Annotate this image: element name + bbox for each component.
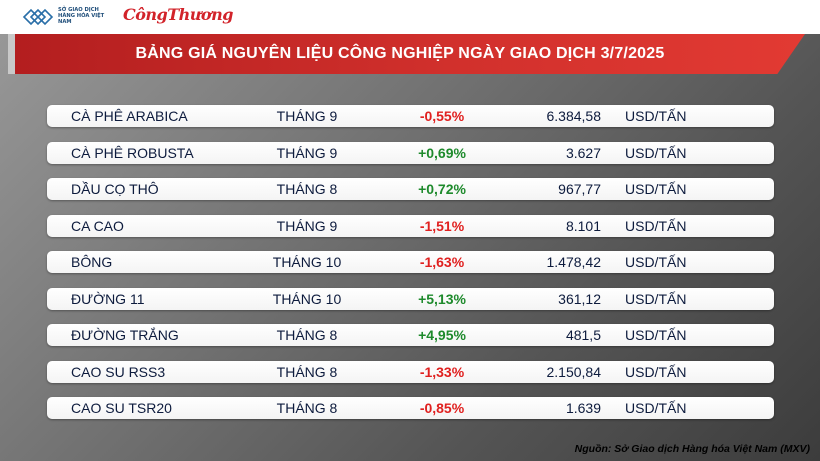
commodity-name: CAO SU TSR20 — [71, 400, 172, 416]
page-title: BẢNG GIÁ NGUYÊN LIỆU CÔNG NGHIỆP NGÀY GI… — [135, 45, 665, 62]
price-unit: USD/TẤN — [625, 254, 687, 270]
table-row: BÔNG THÁNG 10 -1,63% 1.478,42 USD/TẤN — [47, 251, 774, 273]
top-bar: SỞ GIAO DỊCH HÀNG HÓA VIỆT NAM CôngThươn… — [0, 0, 820, 34]
table-row: CÀ PHÊ ARABICA THÁNG 9 -0,55% 6.384,58 USD/T… — [47, 105, 774, 127]
price-change: +5,13% — [418, 290, 466, 307]
commodity-name: ĐƯỜNG 11 — [71, 290, 145, 307]
source-note: Nguồn: Sở Giao dịch Hàng hóa Việt Nam (M… — [574, 443, 810, 455]
commodity-name: ĐƯỜNG TRẮNG — [71, 327, 179, 343]
mxv-logo-text: SỞ GIAO DỊCH HÀNG HÓA VIỆT NAM — [58, 7, 105, 25]
price-change: -0,55% — [419, 108, 465, 124]
price-unit: USD/TẤN — [625, 290, 687, 307]
table-row: ĐƯỜNG 11 THÁNG 10 +5,13% 361,12 USD/TẤN — [47, 287, 774, 310]
contract-month: THÁNG 9 — [276, 144, 338, 161]
table-row: CÀ PHÊ ROBUSTA THÁNG 9 +0,69% 3.627 USD/TẤN — [47, 141, 774, 164]
price-value: 8.101 — [565, 217, 601, 234]
price-change: +4,95% — [418, 327, 466, 343]
price-value: 481,5 — [565, 327, 601, 343]
price-value: 3.627 — [565, 144, 601, 161]
price-value: 6.384,58 — [546, 108, 602, 124]
price-unit: USD/TẤN — [625, 108, 687, 124]
price-change: +0,72% — [418, 181, 466, 197]
price-change: -1,33% — [419, 363, 465, 380]
title-banner: BẢNG GIÁ NGUYÊN LIỆU CÔNG NGHIỆP NGÀY GI… — [15, 34, 805, 74]
price-change: +0,69% — [418, 144, 466, 161]
contract-month: THÁNG 8 — [276, 327, 338, 343]
commodity-name: CÀ PHÊ ROBUSTA — [71, 144, 194, 161]
commodity-name: CAO SU RSS3 — [71, 363, 166, 380]
contract-month: THÁNG 9 — [276, 108, 338, 124]
contract-month: THÁNG 8 — [276, 181, 338, 197]
price-value: 967,77 — [558, 181, 601, 197]
price-unit: USD/TẤN — [625, 363, 687, 380]
congthuong-logo: CôngThương — [123, 5, 233, 24]
commodity-name: CÀ PHÊ ARABICA — [71, 108, 188, 124]
contract-month: THÁNG 10 — [272, 290, 342, 307]
contract-month: THÁNG 8 — [276, 363, 338, 380]
commodity-name: CA CAO — [71, 217, 124, 234]
price-unit: USD/TẤN — [625, 181, 687, 197]
table-row: ĐƯỜNG TRẮNG THÁNG 8 +4,95% 481,5 USD/TẤN — [47, 324, 774, 346]
price-value: 2.150,84 — [546, 363, 602, 380]
banner-accent-stripe — [8, 34, 15, 74]
table-row: CAO SU RSS3 THÁNG 8 -1,33% 2.150,84 USD/TẤN — [47, 360, 774, 383]
price-value: 1.478,42 — [546, 254, 602, 270]
price-change: -1,51% — [419, 217, 465, 234]
table-row: CA CAO THÁNG 9 -1,51% 8.101 USD/TẤN — [47, 214, 774, 237]
commodity-name: DẦU CỌ THÔ — [71, 181, 159, 197]
price-unit: USD/TẤN — [625, 327, 687, 343]
price-value: 1.639 — [565, 400, 601, 416]
price-unit: USD/TẤN — [625, 217, 687, 234]
table-row: DẦU CỌ THÔ THÁNG 8 +0,72% 967,77 USD/TẤN — [47, 178, 774, 200]
price-change: -1,63% — [419, 254, 465, 270]
price-change: -0,85% — [419, 400, 465, 416]
contract-month: THÁNG 8 — [276, 400, 338, 416]
price-unit: USD/TẤN — [625, 400, 687, 416]
table-row: CAO SU TSR20 THÁNG 8 -0,85% 1.639 USD/TẤN — [47, 397, 774, 419]
price-unit: USD/TẤN — [625, 144, 687, 161]
contract-month: THÁNG 10 — [272, 254, 342, 270]
contract-month: THÁNG 9 — [276, 217, 338, 234]
commodity-name: BÔNG — [71, 254, 113, 270]
price-value: 361,12 — [558, 290, 601, 307]
mxv-logo-icon — [22, 6, 54, 28]
price-table: CÀ PHÊ ARABICA THÁNG 9 -0,55% 6.384,58 USD/T… — [47, 105, 774, 434]
